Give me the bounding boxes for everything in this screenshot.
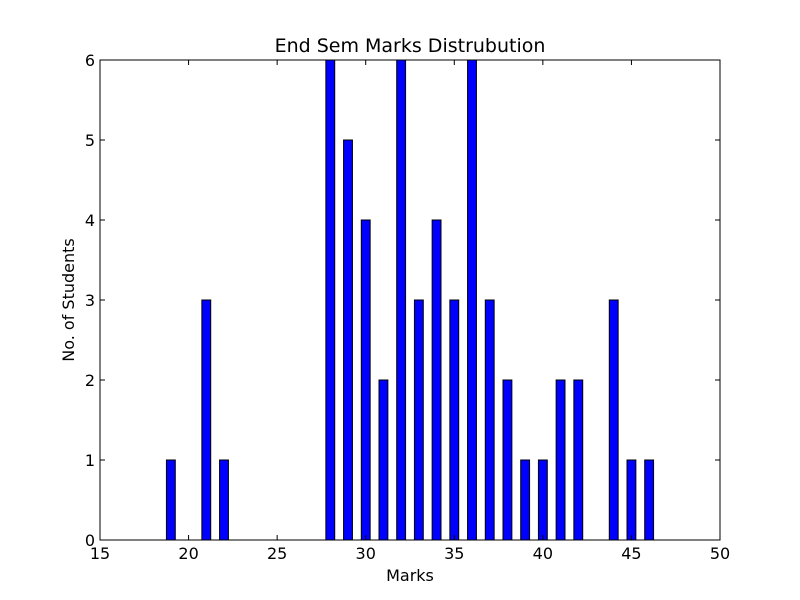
bar-33 [413, 299, 424, 541]
y-tick-label-5: 5 [85, 131, 95, 150]
bar-38 [502, 379, 513, 541]
bar-37 [484, 299, 495, 541]
x-axis-label: Marks [386, 566, 434, 585]
bar-32 [396, 59, 407, 541]
bar-29 [343, 139, 353, 541]
y-tick-label-1: 1 [85, 451, 95, 470]
y-tick-label-3: 3 [85, 291, 95, 310]
x-tick-label-5: 40 [533, 544, 553, 563]
bar-36 [467, 59, 477, 541]
bar-31 [378, 379, 389, 541]
x-tick-label-2: 25 [267, 544, 287, 563]
bar-21 [201, 299, 212, 541]
x-tick-label-3: 30 [356, 544, 376, 563]
bar-41 [555, 379, 566, 541]
chart-title: End Sem Marks Distrubution [275, 35, 546, 57]
bar-39 [520, 459, 531, 541]
x-tick-label-4: 35 [444, 544, 464, 563]
bar-46 [644, 459, 655, 541]
bar-40 [537, 459, 548, 541]
bar-19 [165, 459, 176, 541]
y-tick-label-4: 4 [85, 211, 95, 230]
bar-44 [608, 299, 619, 541]
x-tick-label-1: 20 [178, 544, 198, 563]
y-axis-ticks: 0 1 2 3 4 5 6 [85, 51, 720, 550]
y-tick-label-0: 0 [85, 531, 95, 550]
bar-35 [449, 299, 460, 541]
y-tick-label-6: 6 [85, 51, 95, 70]
bar-22 [219, 459, 229, 541]
x-tick-label-6: 45 [621, 544, 641, 563]
bar-42 [573, 379, 584, 541]
bar-30 [360, 219, 371, 541]
y-axis-label: No. of Students [59, 238, 78, 361]
bar-28 [325, 59, 336, 541]
x-axis-ticks: 15 20 25 30 35 40 45 50 [90, 60, 730, 563]
x-tick-label-0: 15 [90, 544, 110, 563]
y-tick-label-2: 2 [85, 371, 95, 390]
x-tick-label-7: 50 [710, 544, 730, 563]
bar-34 [431, 219, 442, 541]
bar-45 [626, 459, 637, 541]
